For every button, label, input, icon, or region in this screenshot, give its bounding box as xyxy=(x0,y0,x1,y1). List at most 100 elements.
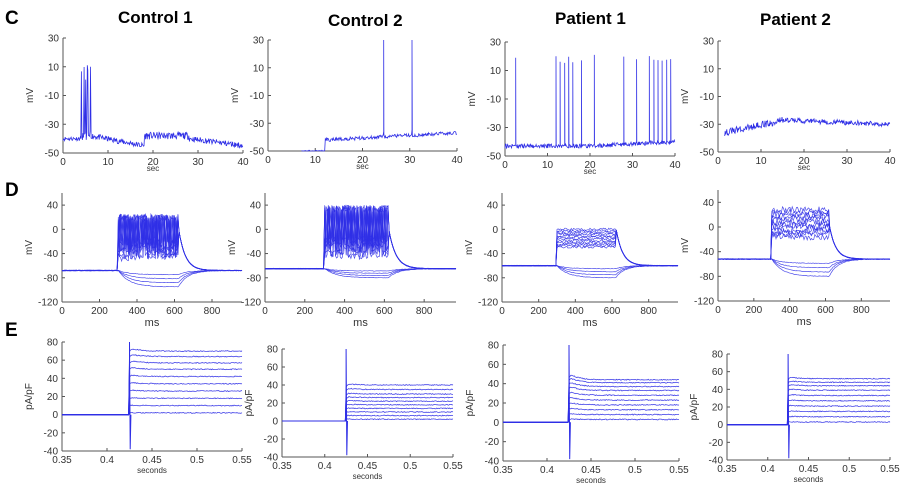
y-tick-label: 30 xyxy=(703,37,715,48)
y-tick-label: 0 xyxy=(52,410,58,421)
current-trace xyxy=(727,421,891,426)
x-tick-label: 0 xyxy=(262,306,268,317)
y-axis-label: pA/pF xyxy=(465,390,476,417)
current-trace xyxy=(503,374,680,423)
y-tick-label: 30 xyxy=(490,38,502,49)
column-title-control-2: Control 2 xyxy=(328,11,403,30)
panel-e2: 0.35 0.4 0.45 0.5 0.55 -40 -20 0 20 40 60 80 seconds… xyxy=(244,345,463,482)
row-letter-d: D xyxy=(5,180,19,201)
x-axis-label: ms xyxy=(145,317,160,329)
x-tick-label: 0.45 xyxy=(581,465,601,476)
y-tick-label: 0 xyxy=(272,417,278,428)
y-tick-label: 60 xyxy=(47,356,59,367)
x-tick-label: 20 xyxy=(357,155,369,166)
y-tick-label: -120 xyxy=(478,298,498,309)
y-tick-label: -40 xyxy=(484,249,499,260)
x-tick-label: 0 xyxy=(715,156,721,167)
y-tick-label: -80 xyxy=(44,273,59,284)
voltage-trace xyxy=(717,210,890,260)
y-tick-label: 10 xyxy=(703,64,715,75)
y-tick-label: 80 xyxy=(488,341,500,352)
x-tick-label: 0.55 xyxy=(669,465,689,476)
x-tick-label: 800 xyxy=(204,306,221,317)
x-tick-label: 600 xyxy=(166,306,183,317)
x-tick-label: 600 xyxy=(376,306,393,317)
y-tick-label: 80 xyxy=(712,350,724,361)
panel-c1: 0 10 20 30 40 -50 -30 -10 10 30 sec mV xyxy=(25,34,249,174)
x-axis-label: sec xyxy=(356,162,368,171)
y-tick-label: 40 xyxy=(47,374,59,385)
y-axis-label: mV xyxy=(227,240,238,255)
y-tick-label: -40 xyxy=(247,249,262,260)
voltage-trace xyxy=(501,230,679,267)
y-tick-label: -40 xyxy=(44,249,59,260)
current-trace xyxy=(727,399,891,426)
x-tick-label: 10 xyxy=(310,155,322,166)
current-trace xyxy=(727,388,891,426)
voltage-trace xyxy=(501,227,679,267)
panel-d1: 0 200 400 600 800 -120 -80 -40 0 40 ms mV xyxy=(24,193,243,329)
y-tick-label: -80 xyxy=(484,273,499,284)
x-tick-label: 20 xyxy=(147,157,159,168)
y-tick-label: 40 xyxy=(47,201,59,212)
x-tick-label: 30 xyxy=(841,156,853,167)
column-title-patient-2: Patient 2 xyxy=(760,10,831,29)
current-trace xyxy=(503,418,679,423)
y-tick-label: -30 xyxy=(700,120,715,131)
y-tick-label: -50 xyxy=(487,152,502,163)
panel-d2: 0 200 400 600 800 -120 -80 -40 0 40 ms mV xyxy=(227,193,457,329)
x-tick-label: 40 xyxy=(884,156,896,167)
y-tick-label: -40 xyxy=(700,247,715,258)
y-axis-label: mV xyxy=(24,240,35,255)
x-tick-label: 200 xyxy=(745,305,762,316)
y-tick-label: 80 xyxy=(267,345,279,356)
y-tick-label: -40 xyxy=(44,447,59,458)
x-axis-label: seconds xyxy=(794,475,824,484)
x-tick-label: 0.4 xyxy=(318,461,332,472)
current-trace xyxy=(727,380,891,426)
voltage-trace xyxy=(62,65,244,149)
x-axis-label: seconds xyxy=(576,476,606,485)
x-tick-label: 600 xyxy=(817,305,834,316)
x-tick-label: 30 xyxy=(404,155,416,166)
current-trace xyxy=(62,374,242,416)
x-axis-label: ms xyxy=(353,317,368,329)
voltage-trace xyxy=(717,222,891,260)
x-tick-label: 20 xyxy=(798,156,810,167)
x-tick-label: 400 xyxy=(781,305,798,316)
row-letter-e: E xyxy=(5,320,18,341)
y-axis-label: mV xyxy=(680,238,691,253)
x-tick-label: 0 xyxy=(59,306,65,317)
x-axis-label: ms xyxy=(797,316,812,328)
current-trace xyxy=(503,391,680,423)
x-tick-label: 0.5 xyxy=(190,455,204,466)
x-axis-label: seconds xyxy=(137,466,167,475)
y-tick-label: 60 xyxy=(488,360,500,371)
current-trace xyxy=(282,414,454,422)
voltage-trace xyxy=(265,205,457,270)
panel-c4: 0 10 20 30 40 -50 -30 -10 10 30 sec mV xyxy=(680,37,896,173)
y-tick-label: 10 xyxy=(490,66,502,77)
x-tick-label: 0.55 xyxy=(443,461,463,472)
x-tick-label: 0.35 xyxy=(717,464,737,475)
x-tick-label: 0.45 xyxy=(142,455,162,466)
x-tick-label: 800 xyxy=(640,306,657,317)
x-tick-label: 400 xyxy=(336,306,353,317)
x-tick-label: 40 xyxy=(451,155,463,166)
y-axis-label: pA/pF xyxy=(689,394,700,421)
traces-c1 xyxy=(62,65,244,149)
y-tick-label: -20 xyxy=(264,435,279,446)
y-tick-label: -20 xyxy=(485,437,500,448)
panel-e1: 0.35 0.4 0.45 0.5 0.55 -40 -20 0 20 40 60 80 seconds… xyxy=(24,338,252,476)
x-tick-label: 600 xyxy=(604,306,621,317)
y-tick-label: -20 xyxy=(44,428,59,439)
voltage-trace xyxy=(501,230,678,267)
y-tick-label: -50 xyxy=(45,149,60,160)
y-tick-label: 0 xyxy=(492,225,498,236)
y-tick-label: 0 xyxy=(708,223,714,234)
traces-e3 xyxy=(503,344,680,460)
y-axis-label: mV xyxy=(467,91,478,106)
x-tick-label: 0.45 xyxy=(799,464,819,475)
y-tick-label: 30 xyxy=(48,34,60,45)
